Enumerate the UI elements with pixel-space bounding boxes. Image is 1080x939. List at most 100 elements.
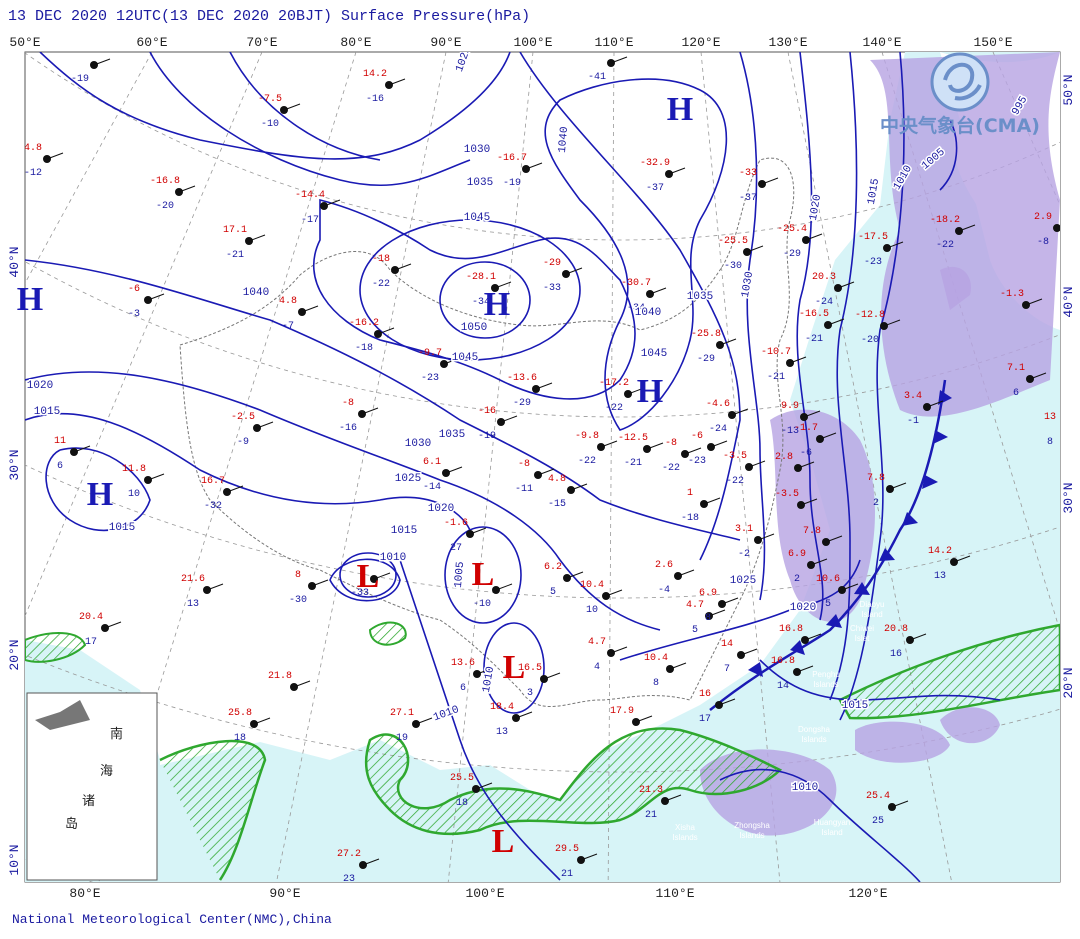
temperature: -2.5 [231,412,255,423]
temperature: -14.4 [295,190,325,201]
temperature: 7.8 [867,473,885,484]
lon-label: 120°E [848,886,887,901]
place-name: Zhongsha [734,821,770,830]
wind-barb [810,558,828,566]
station: -32.9 -37 [640,158,686,194]
wind-barb [566,571,584,579]
place-name: Chiwei [850,624,874,633]
station: 3.4 -1 [904,391,944,427]
temperature: 4.7 [588,637,606,648]
station: -8 -11 [515,459,555,495]
wind-barb [570,483,588,491]
wind-barb [664,794,682,802]
station: 10.48 [644,653,687,689]
dewpoint: -24 [815,297,833,308]
dewpoint: 6 [1013,388,1019,399]
precip-area [940,707,1000,744]
precip-area [940,266,971,310]
wind-barb [253,717,271,725]
isobar-label: 1045 [464,212,490,224]
dewpoint: -41 [588,72,606,83]
dewpoint: -15 [548,499,566,510]
station: -12.5 -21 [618,433,664,469]
dewpoint: -17 [301,215,319,226]
wind-barb [883,319,901,327]
precip-area [870,52,1060,417]
wind-barb [494,281,512,289]
place-name: Island [861,610,882,619]
inset-map: 南 海 诸 岛 [26,692,158,881]
lon-label: 90°E [269,886,300,901]
dewpoint: 19 [396,733,408,744]
temperature: 18.4 [490,702,514,713]
station: -1.6 27 [444,518,487,554]
station: 13 8 [1044,412,1056,448]
wind-barb [719,338,737,346]
station: 20.3 -24 [812,272,855,308]
temperature: -8 [342,398,354,409]
temperature: 10.6 [816,574,840,585]
temperature: 7.8 [803,526,821,537]
wind-barb [891,800,909,808]
wind-barb [323,199,341,207]
station: 11 6 [54,436,91,472]
cold-front [709,379,947,711]
footer: National Meteorological Center(NMC),Chin… [12,912,332,927]
meridian [447,52,534,882]
station: 7.16 [1007,363,1047,399]
station: -18.2 -22 [930,215,976,251]
wind-barb [627,387,645,395]
lat-label: 20°N [1061,667,1076,698]
inset-label: 诸 [82,794,95,809]
dewpoint: 21 [645,810,657,821]
station: 6.98 [699,588,739,624]
dewpoint: 8 [1047,437,1053,448]
lon-label: 70°E [246,35,277,50]
isobar-label: 1025 [395,473,421,485]
place-name: Huangyan [814,818,850,827]
station: 6.25 [544,562,584,598]
isobar-label: 1045 [452,352,478,364]
pressure-center: H [637,373,663,410]
dewpoint: -22 [936,240,954,251]
inset-label: 南 [110,726,123,742]
dewpoint: -32 [204,501,222,512]
dewpoint: 14 [777,681,789,692]
wind-barb [748,460,766,468]
station: -9.8 -22 [575,431,618,467]
station: 8 -30 [289,570,329,606]
dewpoint: -21 [767,372,785,383]
dewpoint: -33 [351,588,369,599]
temperature: 6.2 [544,562,562,573]
dewpoint: -9 [237,437,249,448]
temperature: -32.9 [640,158,670,169]
dewpoint: -33 [543,283,561,294]
temperature: -3.5 [723,451,747,462]
station: -3.5 [775,489,818,509]
fog-area [25,632,87,663]
dewpoint: 17 [85,637,97,648]
temperature: 2.6 [655,560,673,571]
dewpoint: -30 [724,261,742,272]
dewpoint: 18 [456,798,468,809]
temperature: -16.5 [799,309,829,320]
temperature: -30.7 [621,278,651,289]
station: 11.8 10 [122,464,165,500]
pressure-center: H [484,286,510,323]
dewpoint: 13 [187,599,199,610]
temperature: 27.1 [390,708,414,719]
dewpoint: -22 [578,456,596,467]
fog-area [368,621,407,646]
isobar-label: 1030 [464,144,490,156]
wind-barb [362,858,380,866]
wind-barb [953,555,971,563]
temperature: -1.6 [444,518,468,529]
wind-barb [837,281,855,289]
station: -13.6 -29 [507,373,553,409]
dewpoint: 10 [128,489,140,500]
wind-barb [600,440,618,448]
wind-barb [443,357,461,365]
dewpoint: -6 [800,448,812,459]
place-name: Islands [813,680,838,689]
